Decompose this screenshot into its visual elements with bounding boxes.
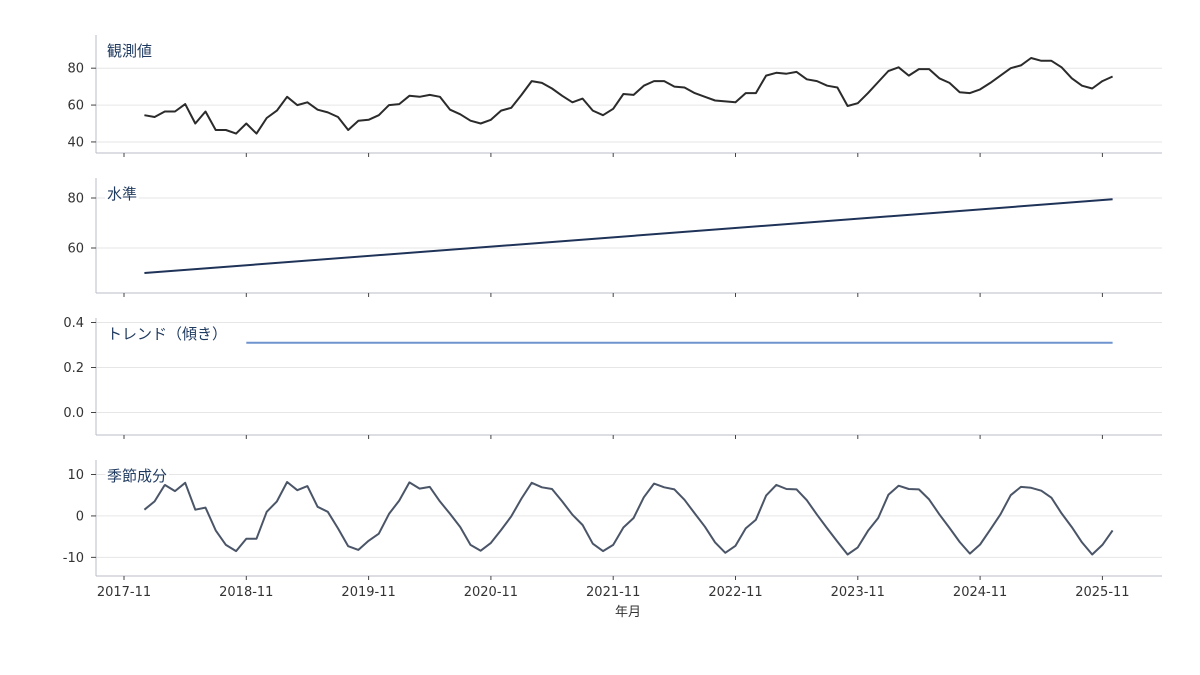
y-tick-label-panel3-0: 0.0 [63,406,84,421]
y-tick-label-panel2-1: 80 [67,192,84,207]
series-line-panel1-0 [144,57,1114,135]
panel-title-2: 水準 [107,185,137,203]
x-tick-label-1: 2018-11 [219,585,273,600]
x-tick-label-0: 2017-11 [97,585,151,600]
y-tick-label-panel1-1: 60 [67,99,84,114]
y-tick-label-panel1-2: 80 [67,62,84,77]
x-tick-label-2: 2019-11 [341,585,395,600]
x-tick-label-7: 2024-11 [953,585,1007,600]
y-tick-label-panel1-0: 40 [67,135,84,150]
series-line-panel2-0 [144,198,1113,274]
panel-title-3: トレンド（傾き） [107,325,227,343]
y-tick-label-panel2-0: 60 [67,242,84,257]
series-line-panel4-0 [143,481,1114,556]
x-tick-label-5: 2022-11 [708,585,762,600]
panel-title-1: 観測値 [107,42,152,60]
y-tick-label-panel3-1: 0.2 [63,361,84,376]
panel-title-4: 季節成分 [107,467,167,485]
y-tick-label-panel3-2: 0.4 [63,316,84,331]
x-tick-label-6: 2023-11 [831,585,885,600]
y-tick-label-panel4-1: 0 [76,509,84,524]
x-tick-label-4: 2021-11 [586,585,640,600]
x-tick-label-3: 2020-11 [464,585,518,600]
y-tick-label-panel4-0: -10 [63,551,84,566]
y-tick-label-panel4-2: 10 [67,468,84,483]
x-tick-label-8: 2025-11 [1075,585,1129,600]
x-axis-title: 年月 [615,605,641,620]
